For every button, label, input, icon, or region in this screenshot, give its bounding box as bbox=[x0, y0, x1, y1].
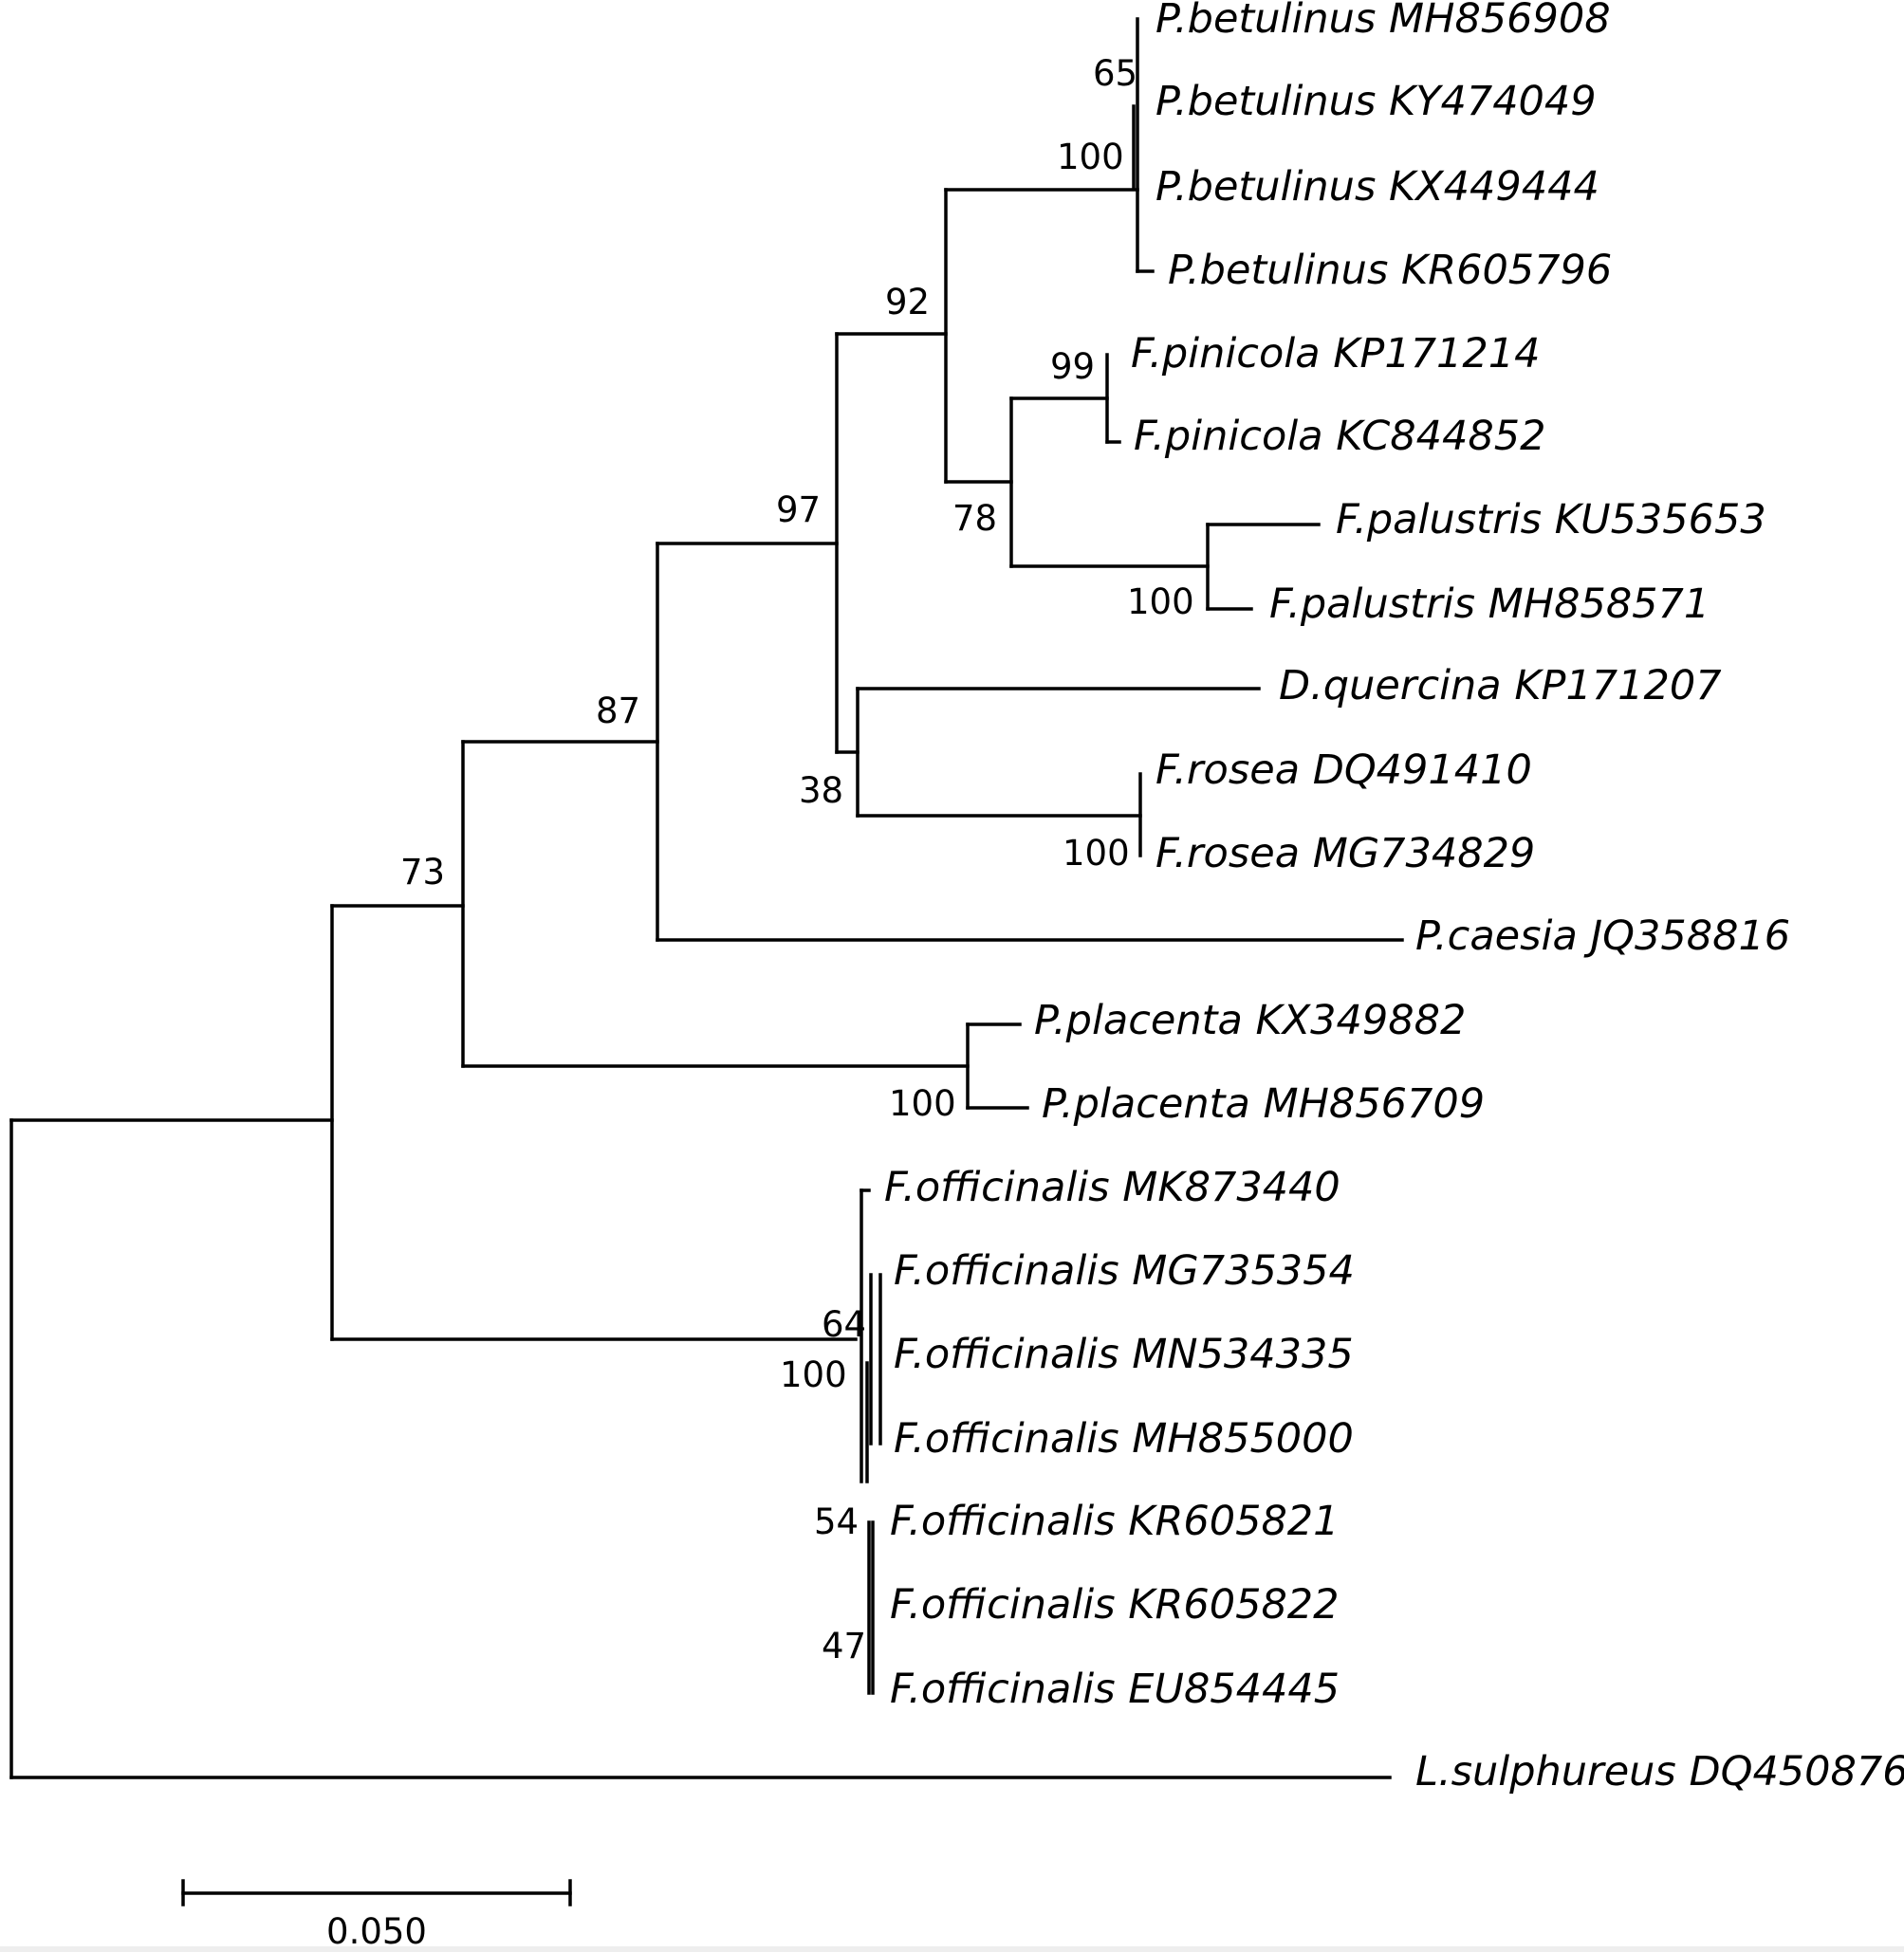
support-value: 100 bbox=[889, 1083, 956, 1124]
support-value: 54 bbox=[814, 1501, 859, 1542]
taxon-labels: P.betulinus MH856908 P.betulinus KY47404… bbox=[884, 0, 1904, 1795]
taxon-label: P.caesia JQ358816 bbox=[1415, 912, 1790, 960]
taxon-label: P.betulinus KY474049 bbox=[1155, 78, 1597, 125]
taxon-label: F.officinalis MN534335 bbox=[894, 1331, 1354, 1378]
taxon-label: F.palustris MH858571 bbox=[1269, 580, 1710, 628]
taxon-label: P.betulinus KR605796 bbox=[1168, 247, 1612, 294]
support-value: 92 bbox=[885, 282, 930, 322]
taxon-label: F.officinalis MG735354 bbox=[894, 1247, 1355, 1295]
support-value: 47 bbox=[822, 1626, 866, 1667]
taxon-label: P.placenta MH856709 bbox=[1042, 1080, 1485, 1128]
branches bbox=[9, 17, 1404, 1906]
support-value: 65 bbox=[1093, 53, 1137, 94]
scale-bar: 0.050 bbox=[326, 1911, 427, 1952]
taxon-label: F.officinalis MK873440 bbox=[884, 1164, 1340, 1211]
taxon-label: F.officinalis MH855000 bbox=[894, 1415, 1354, 1463]
taxon-label: P.betulinus KX449444 bbox=[1155, 163, 1599, 211]
bottom-divider bbox=[0, 1946, 1904, 1952]
taxon-label: F.rosea DQ491410 bbox=[1155, 746, 1532, 794]
support-value: 78 bbox=[952, 498, 997, 539]
taxon-label: F.officinalis EU854445 bbox=[890, 1666, 1340, 1713]
taxon-label: L.sulphureus DQ450876 bbox=[1415, 1748, 1904, 1795]
support-values: 65 100 92 99 78 100 97 38 100 87 73 100 … bbox=[400, 53, 1194, 1667]
support-value: 100 bbox=[1063, 833, 1130, 874]
taxon-label: F.pinicola KC844852 bbox=[1134, 413, 1545, 460]
taxon-label: F.officinalis KR605822 bbox=[890, 1581, 1340, 1629]
taxon-label: F.pinicola KP171214 bbox=[1131, 330, 1541, 378]
taxon-label: P.betulinus MH856908 bbox=[1155, 0, 1611, 43]
support-value: 100 bbox=[1127, 581, 1194, 622]
support-value: 73 bbox=[400, 852, 445, 893]
taxon-label: P.placenta KX349882 bbox=[1034, 997, 1466, 1044]
taxon-label: F.palustris KU535653 bbox=[1336, 496, 1766, 543]
support-value: 64 bbox=[822, 1304, 866, 1345]
support-value: 97 bbox=[776, 489, 821, 530]
support-value: 38 bbox=[799, 770, 843, 811]
scale-bar-label: 0.050 bbox=[326, 1911, 427, 1952]
taxon-label: F.rosea MG734829 bbox=[1155, 830, 1535, 877]
taxon-label: F.officinalis KR605821 bbox=[890, 1498, 1340, 1545]
taxon-label: D.quercina KP171207 bbox=[1279, 662, 1722, 709]
support-value: 87 bbox=[596, 691, 640, 731]
support-value: 100 bbox=[780, 1354, 847, 1395]
support-value: 100 bbox=[1057, 137, 1124, 177]
support-value: 99 bbox=[1050, 346, 1095, 387]
